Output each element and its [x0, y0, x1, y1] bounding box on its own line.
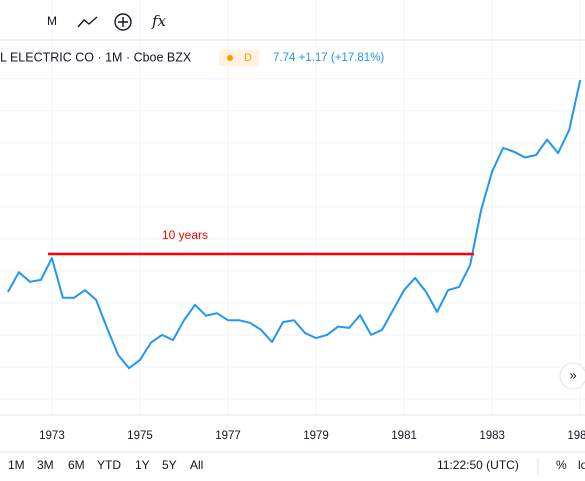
symbol-label: L ELECTRIC CO · 1M · Cboe BZX: [0, 50, 192, 64]
session-badge: [219, 50, 259, 66]
plot-area: [0, 0, 585, 415]
range-button[interactable]: 6M: [68, 458, 85, 472]
scroll-icon: »: [569, 367, 576, 382]
interval-button[interactable]: M: [47, 14, 57, 28]
compare-plus: [118, 17, 128, 27]
price-line: [7, 79, 582, 370]
annotation-label: 10 years: [162, 228, 208, 242]
clock: 11:22:50 (UTC): [437, 458, 519, 472]
x-tick-label: 1979: [303, 430, 329, 442]
function-button[interactable]: fx: [151, 12, 167, 30]
percent-button[interactable]: %: [556, 458, 567, 472]
range-button[interactable]: YTD: [97, 458, 121, 472]
range-button[interactable]: All: [190, 458, 203, 472]
x-tick-label: 1975: [127, 430, 153, 442]
x-tick-label: 1983: [479, 430, 505, 442]
x-tick-label: 1985: [567, 430, 585, 442]
x-tick-label: 1981: [391, 430, 417, 442]
range-button[interactable]: 1M: [8, 458, 25, 472]
session-label: D: [244, 52, 252, 64]
sun-icon: [227, 55, 233, 61]
x-tick-label: 1973: [39, 430, 65, 442]
bottom-bar: 1M 3M 6M YTD 1Y 5Y All: [8, 458, 203, 472]
range-button[interactable]: 3M: [37, 458, 54, 472]
range-button[interactable]: 1Y: [135, 458, 150, 472]
scroll-button[interactable]: [559, 362, 585, 390]
price-label: 7.74 +1.17 (+17.81%): [273, 52, 384, 64]
x-tick-label: 1977: [215, 430, 241, 442]
indicator-icon[interactable]: [77, 16, 98, 28]
range-button[interactable]: 5Y: [162, 458, 177, 472]
compare-icon[interactable]: [114, 13, 132, 31]
log-button[interactable]: lo: [578, 458, 585, 472]
